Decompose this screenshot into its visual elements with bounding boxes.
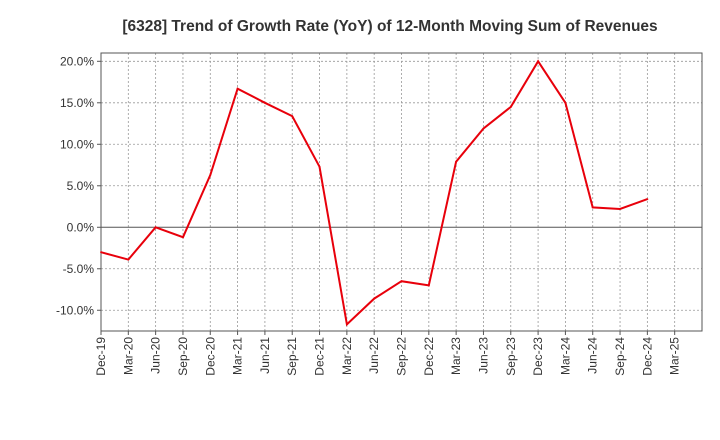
data-point: [455, 160, 457, 163]
y-tick-label: 15.0%: [60, 96, 94, 110]
x-tick-label: Dec-21: [313, 337, 327, 376]
data-point: [400, 280, 403, 283]
x-tick-label: Dec-23: [531, 337, 545, 376]
data-point: [209, 174, 212, 176]
y-tick-label: 0.0%: [67, 220, 95, 234]
x-tick-label: Jun-20: [149, 337, 163, 374]
series-line: [100, 59, 648, 327]
x-tick-label: Dec-22: [422, 337, 436, 376]
x-tick-label: Jun-24: [586, 337, 600, 374]
x-tick-label: Dec-20: [203, 337, 217, 376]
series-group: [100, 59, 649, 327]
x-tick-label: Jun-23: [476, 337, 490, 374]
x-tick-label: Jun-21: [258, 337, 272, 374]
grid: [101, 53, 702, 331]
data-point: [318, 165, 321, 168]
x-tick-label: Dec-24: [640, 337, 654, 376]
data-point: [236, 87, 239, 90]
data-point: [509, 106, 512, 108]
x-tick-label: Mar-24: [558, 337, 572, 375]
data-point: [154, 226, 157, 229]
x-axis-ticks: Dec-19 Mar-20 Jun-20 Sep-20 Dec-20 Mar-21 Jun-…: [94, 331, 682, 376]
x-tick-label: Mar-22: [340, 337, 354, 375]
data-point: [427, 284, 430, 287]
x-tick-label: Sep-23: [504, 337, 518, 376]
data-point: [182, 236, 184, 239]
x-tick-label: Mar-25: [668, 337, 682, 375]
data-point: [346, 323, 348, 326]
data-point: [373, 297, 376, 300]
x-tick-label: Mar-23: [449, 337, 463, 375]
y-axis-ticks: 20.0% 15.0% 10.0% 5.0% 0.0% -5.0% -10.0%: [56, 54, 101, 317]
data-point: [564, 101, 567, 104]
data-point: [291, 115, 294, 117]
y-tick-label: -5.0%: [63, 262, 95, 276]
x-tick-label: Mar-20: [121, 337, 135, 375]
x-tick-label: Jun-22: [367, 337, 381, 374]
data-point: [619, 208, 621, 210]
data-point: [100, 251, 102, 254]
x-tick-label: Dec-19: [94, 337, 108, 376]
y-tick-label: -10.0%: [56, 303, 94, 317]
x-tick-label: Sep-24: [613, 337, 627, 376]
data-point: [482, 127, 485, 130]
x-tick-label: Sep-21: [285, 337, 299, 376]
y-tick-label: 20.0%: [60, 54, 94, 68]
y-tick-label: 5.0%: [67, 179, 95, 193]
x-tick-label: Mar-21: [231, 337, 245, 375]
data-point: [127, 258, 130, 261]
x-tick-label: Sep-22: [395, 337, 409, 376]
chart-title: [6328] Trend of Growth Rate (YoY) of 12-…: [122, 18, 657, 35]
x-tick-label: Sep-20: [176, 337, 190, 376]
data-point: [646, 198, 649, 201]
data-point: [264, 101, 266, 104]
data-point: [537, 60, 539, 63]
y-tick-label: 10.0%: [60, 137, 94, 151]
data-point: [591, 206, 594, 209]
